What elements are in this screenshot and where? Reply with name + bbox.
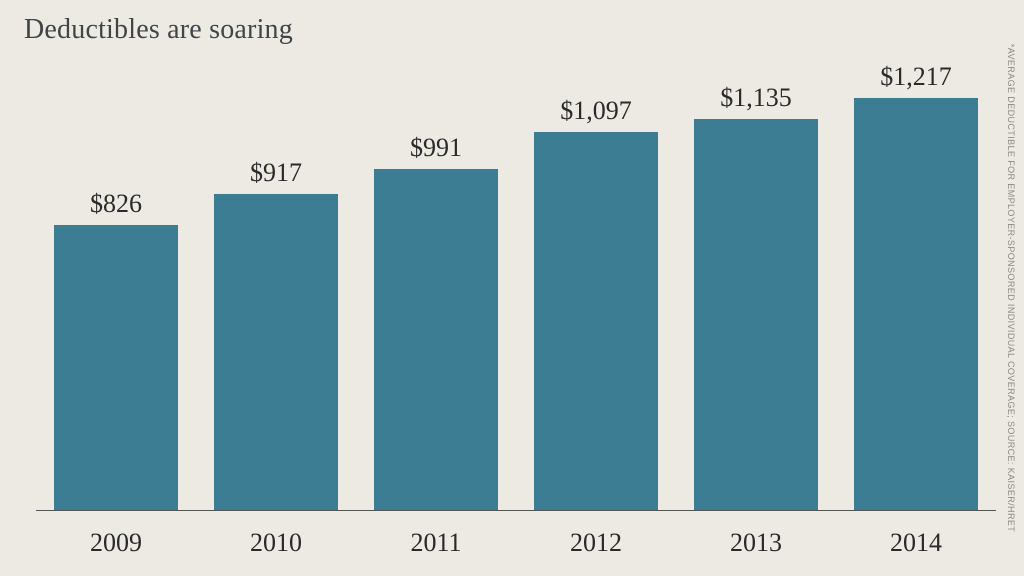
- bar-slot: $1,217: [836, 62, 996, 510]
- bar: [854, 98, 979, 510]
- x-axis-label: 2011: [356, 528, 516, 558]
- bar: [694, 119, 819, 510]
- bar-value-label: $1,097: [560, 96, 632, 126]
- bar-value-label: $826: [90, 189, 142, 219]
- x-axis-label: 2012: [516, 528, 676, 558]
- x-axis-label: 2014: [836, 528, 996, 558]
- bar-slot: $991: [356, 62, 516, 510]
- bar-slot: $917: [196, 62, 356, 510]
- bar-slot: $1,097: [516, 62, 676, 510]
- bar-value-label: $1,135: [720, 83, 792, 113]
- x-axis-label: 2013: [676, 528, 836, 558]
- bar: [534, 132, 659, 510]
- chart-title: Deductibles are soaring: [24, 14, 293, 46]
- bar-value-label: $991: [410, 133, 462, 163]
- x-axis-label: 2010: [196, 528, 356, 558]
- bar: [214, 194, 339, 510]
- x-axis-line: [36, 510, 996, 511]
- bar-value-label: $1,217: [880, 62, 952, 92]
- source-note: *AVERAGE DEDUCTIBLE FOR EMPLOYER-SPONSOR…: [1006, 44, 1016, 532]
- bar: [54, 225, 179, 510]
- x-axis-labels: 200920102011201220132014: [36, 528, 996, 558]
- x-axis-label: 2009: [36, 528, 196, 558]
- bars-group: $826 $917 $991 $1,097 $1,135 $1,217: [36, 62, 996, 510]
- bar-slot: $826: [36, 62, 196, 510]
- deductibles-bar-chart: Deductibles are soaring $826 $917 $991 $1,0…: [0, 0, 1024, 576]
- source-note-container: *AVERAGE DEDUCTIBLE FOR EMPLOYER-SPONSOR…: [1004, 0, 1018, 576]
- bar: [374, 169, 499, 511]
- bar-value-label: $917: [250, 158, 302, 188]
- bar-slot: $1,135: [676, 62, 836, 510]
- plot-area: $826 $917 $991 $1,097 $1,135 $1,217: [36, 62, 996, 510]
